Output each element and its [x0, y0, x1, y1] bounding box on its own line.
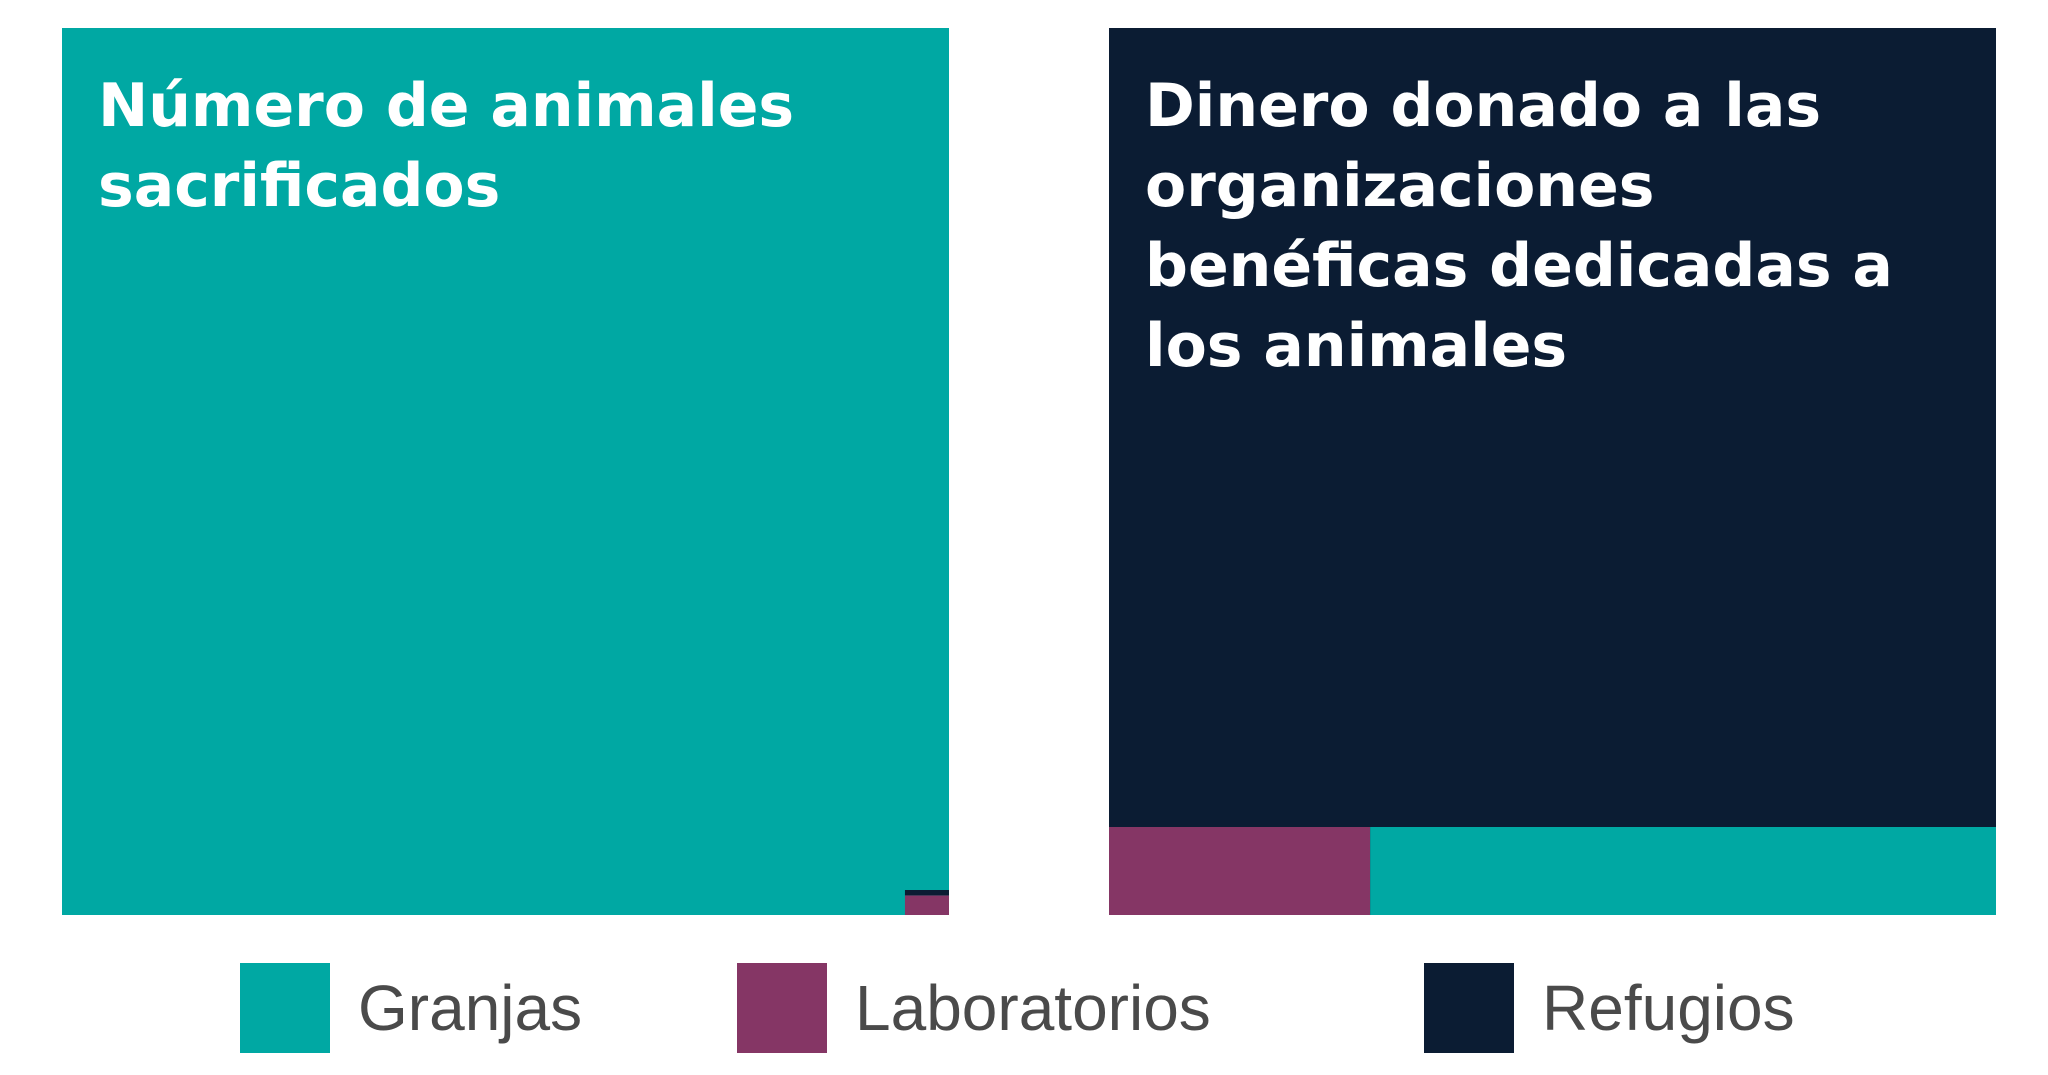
legend-item-laboratorios: Laboratorios [737, 963, 1211, 1053]
legend-swatch-refugios [1424, 963, 1514, 1053]
treemap-donations [1109, 28, 1996, 915]
treemap-cell-refugios [904, 890, 949, 896]
treemap-cell-granjas [62, 28, 949, 915]
legend-item-refugios: Refugios [1424, 963, 1795, 1053]
treemap-cell-laboratorios [1109, 827, 1371, 915]
chart-title-animals-killed: Número de animales sacrificados [98, 71, 795, 221]
legend-label-laboratorios: Laboratorios [855, 972, 1211, 1044]
treemap-animals-killed [62, 28, 949, 915]
treemap-cell-granjas [1370, 827, 1996, 915]
chart-panel-animals-killed: Número de animales sacrificados [62, 28, 949, 915]
chart-title-donations: Dinero donado a las organizaciones benéf… [1145, 71, 1893, 381]
legend-label-granjas: Granjas [358, 972, 583, 1044]
legend: Granjas Laboratorios Refugios [0, 963, 2048, 1053]
chart-panel-donations: Dinero donado a las organizaciones benéf… [1109, 28, 1996, 915]
treemap-cell-refugios [1109, 28, 1996, 915]
legend-item-granjas: Granjas [240, 963, 582, 1053]
legend-swatch-laboratorios [737, 963, 827, 1053]
treemap-cell-laboratorios [904, 895, 949, 915]
legend-swatch-granjas [240, 963, 330, 1053]
legend-label-refugios: Refugios [1542, 972, 1795, 1044]
